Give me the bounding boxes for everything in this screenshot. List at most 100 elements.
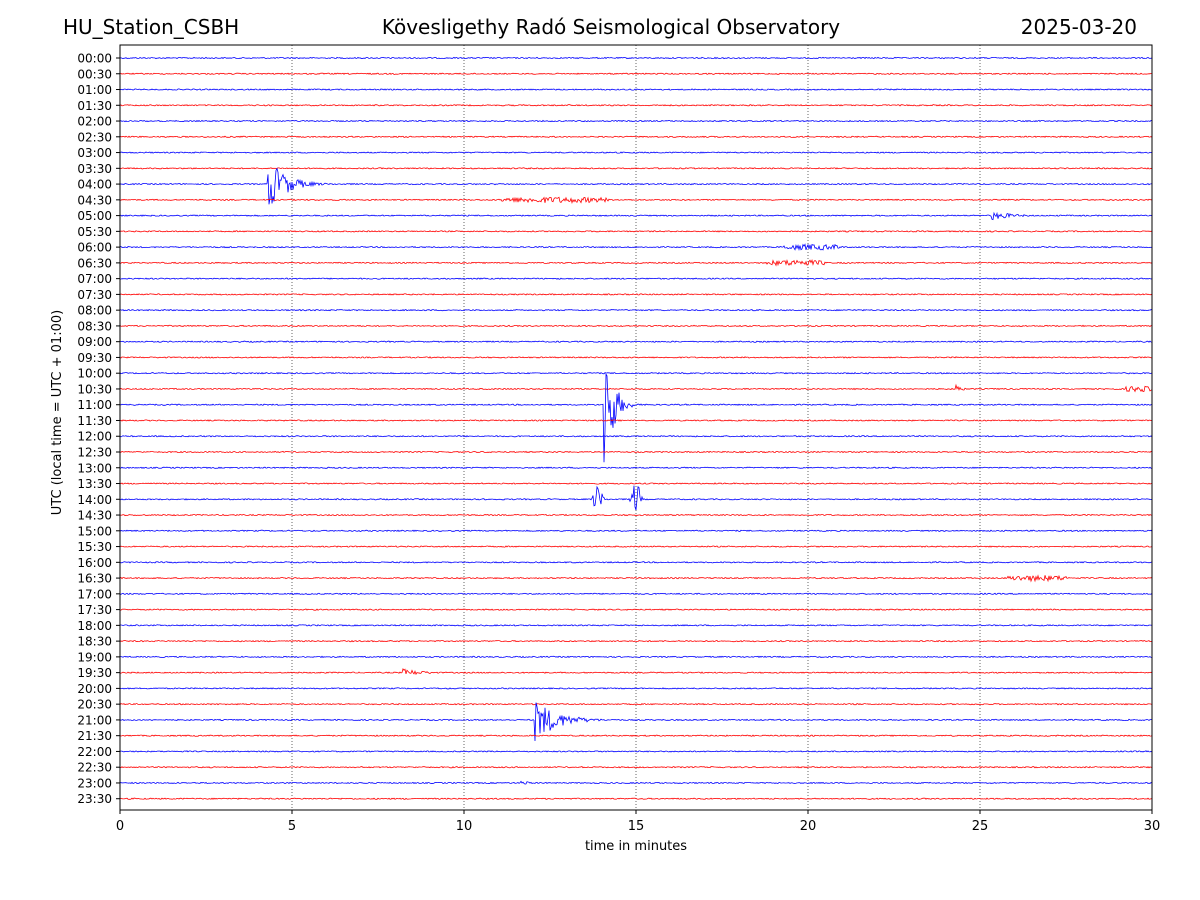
y-tick-label: 23:00 (77, 776, 112, 790)
y-tick-label: 08:00 (77, 304, 112, 318)
x-axis-ticks: 0 5 10 15 20 25 30 (116, 810, 1160, 834)
y-tick-label: 08:30 (77, 319, 112, 333)
x-tick-label: 15 (628, 819, 645, 834)
y-tick-label: 00:30 (77, 67, 112, 81)
y-tick-label: 17:30 (77, 603, 112, 617)
y-tick-label: 07:30 (77, 288, 112, 302)
trace-2000 (119, 687, 1153, 690)
y-tick-label: 03:30 (77, 162, 112, 176)
y-tick-label: 04:00 (77, 178, 112, 192)
trace-2030 (119, 702, 1153, 706)
trace-1900 (120, 655, 1152, 659)
y-tick-label: 10:30 (77, 382, 112, 396)
y-tick-label: 01:00 (77, 83, 112, 97)
y-tick-label: 16:30 (77, 572, 112, 586)
trace-1130 (119, 419, 1153, 422)
trace-1930 (119, 667, 1153, 676)
y-axis-label: UTC (local time = UTC + 01:00) (50, 310, 65, 515)
y-tick-label: 05:30 (77, 225, 112, 239)
y-tick-label: 19:00 (77, 650, 112, 664)
y-tick-label: 22:30 (77, 761, 112, 775)
trace-1030 (119, 383, 1153, 393)
trace-0300 (119, 151, 1153, 154)
trace-1000 (119, 371, 1153, 375)
y-tick-label: 15:30 (77, 540, 112, 554)
trace-2200 (119, 750, 1153, 753)
x-tick-label: 10 (456, 819, 473, 834)
trace-1800 (120, 624, 1153, 627)
y-tick-label: 10:00 (77, 367, 112, 381)
plot-frame (119, 44, 1153, 811)
trace-0600 (119, 243, 1153, 251)
trace-0230 (119, 135, 1153, 138)
trace-2100 (119, 702, 1152, 742)
x-tick-label: 5 (288, 819, 296, 834)
y-tick-label: 12:30 (77, 446, 112, 460)
y-tick-label: 09:00 (77, 335, 112, 349)
trace-0100 (119, 88, 1153, 91)
trace-1830 (119, 639, 1153, 643)
trace-0530 (119, 230, 1153, 233)
y-tick-label: 02:00 (77, 115, 112, 129)
trace-0830 (119, 324, 1153, 328)
trace-1430 (119, 513, 1152, 517)
trace-0900 (120, 340, 1153, 343)
trace-0630 (119, 258, 1153, 267)
y-tick-label: 23:30 (77, 792, 112, 806)
y-tick-label: 12:00 (77, 430, 112, 444)
y-tick-label: 04:30 (77, 193, 112, 207)
chart-title: Kövesligethy Radó Seismological Observat… (381, 15, 841, 39)
trace-2300 (119, 780, 1153, 785)
trace-1300 (119, 466, 1153, 469)
y-tick-label: 18:00 (77, 619, 112, 633)
trace-1330 (119, 482, 1153, 485)
trace-0130 (119, 104, 1153, 107)
trace-2130 (119, 734, 1153, 737)
trace-1400 (119, 485, 1153, 511)
trace-1530 (119, 545, 1153, 548)
x-axis-label: time in minutes (585, 839, 687, 854)
y-tick-label: 01:30 (77, 99, 112, 113)
x-tick-label: 20 (800, 819, 817, 834)
y-tick-label: 20:00 (77, 682, 112, 696)
y-tick-label: 15:00 (77, 524, 112, 538)
trace-1500 (119, 529, 1153, 533)
trace-1630 (119, 574, 1153, 583)
x-tick-label: 30 (1144, 819, 1161, 834)
trace-1730 (120, 608, 1153, 611)
y-tick-label: 03:00 (77, 146, 112, 160)
y-tick-label: 11:00 (77, 398, 112, 412)
y-tick-label: 14:30 (77, 509, 112, 523)
y-tick-label: 13:30 (77, 477, 112, 491)
trace-0030 (119, 72, 1152, 75)
trace-0430 (119, 196, 1153, 204)
trace-0500 (120, 211, 1153, 221)
trace-0400 (119, 167, 1153, 205)
y-tick-label: 16:00 (77, 556, 112, 570)
y-tick-label: 13:00 (77, 461, 112, 475)
trace-2330 (119, 797, 1153, 800)
trace-1200 (119, 435, 1153, 438)
y-tick-label: 05:00 (77, 209, 112, 223)
y-tick-label: 19:30 (77, 666, 112, 680)
trace-1230 (119, 450, 1153, 454)
trace-0930 (119, 356, 1153, 359)
chart-header: HU_Station_CSBH Kövesligethy Radó Seismo… (0, 0, 1200, 44)
seismic-traces (119, 56, 1153, 800)
trace-1100 (119, 372, 1153, 463)
gridlines (291, 45, 981, 810)
y-tick-label: 06:00 (77, 241, 112, 255)
station-label: HU_Station_CSBH (63, 15, 240, 39)
y-tick-label: 02:30 (77, 130, 112, 144)
y-tick-label: 21:00 (77, 713, 112, 727)
trace-2230 (119, 766, 1153, 769)
y-tick-label: 21:30 (77, 729, 112, 743)
x-tick-label: 0 (116, 819, 124, 834)
trace-1600 (119, 561, 1153, 564)
trace-0730 (119, 293, 1153, 296)
y-tick-label: 09:30 (77, 351, 112, 365)
y-tick-label: 06:30 (77, 256, 112, 270)
trace-0800 (119, 309, 1153, 312)
